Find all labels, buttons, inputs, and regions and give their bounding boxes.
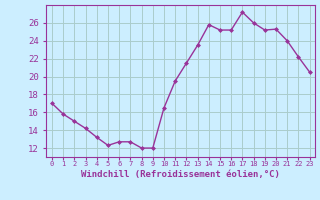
X-axis label: Windchill (Refroidissement éolien,°C): Windchill (Refroidissement éolien,°C)	[81, 170, 280, 179]
